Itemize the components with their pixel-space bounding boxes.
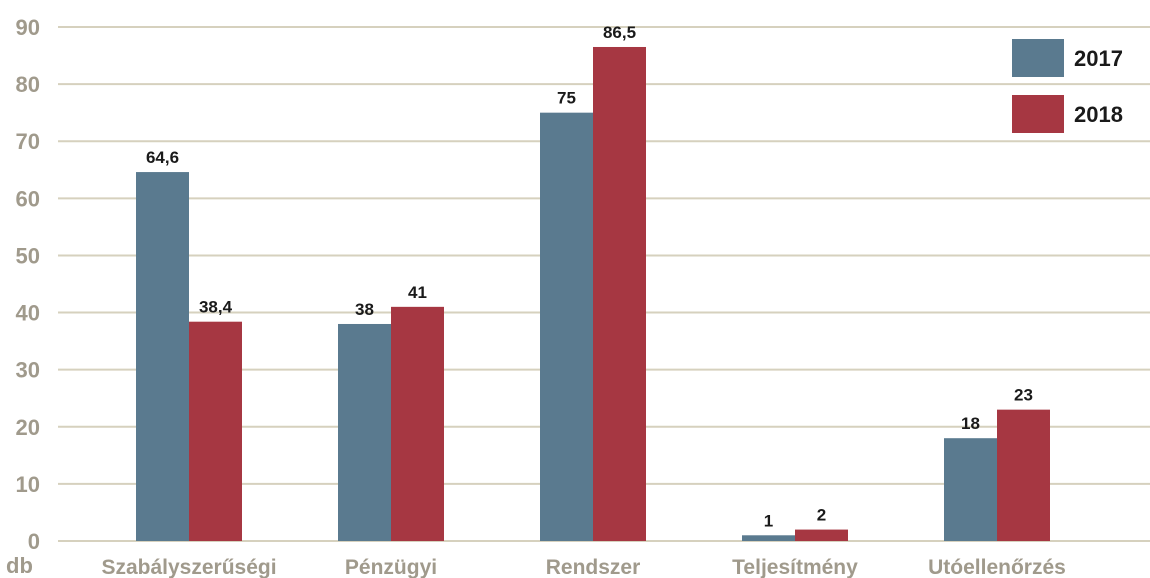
y-tick-label: 90 — [16, 15, 40, 40]
data-label: 2 — [817, 506, 826, 525]
bar-2017 — [338, 323, 391, 541]
y-axis-unit-label: db — [6, 553, 33, 578]
bar-2018 — [997, 409, 1050, 541]
bar-2017 — [136, 172, 189, 541]
data-label: 1 — [764, 511, 773, 530]
data-label: 18 — [961, 414, 980, 433]
bar-2017 — [944, 438, 997, 541]
data-label: 23 — [1014, 386, 1033, 405]
data-label: 38,4 — [199, 298, 233, 317]
y-tick-label: 0 — [28, 529, 40, 554]
legend-swatch-2018 — [1012, 95, 1064, 133]
bar-2017 — [742, 535, 795, 541]
y-tick-label: 10 — [16, 472, 40, 497]
data-label: 38 — [355, 300, 374, 319]
y-tick-label: 70 — [16, 129, 40, 154]
y-tick-label: 50 — [16, 243, 40, 268]
bar-2018 — [795, 529, 848, 541]
data-label: 41 — [408, 283, 427, 302]
bars: 64,6 38,4 38 41 75 86,5 1 2 18 23 — [136, 23, 1050, 542]
data-label: 86,5 — [603, 23, 636, 42]
y-tick-label: 60 — [16, 186, 40, 211]
x-category-label: Pénzügyi — [345, 556, 437, 578]
legend: 2017 2018 — [1012, 39, 1123, 133]
y-tick-label: 20 — [16, 415, 40, 440]
bar-2018 — [391, 306, 444, 541]
y-axis: 0 10 20 30 40 50 60 70 80 90 db — [6, 15, 40, 578]
y-tick-label: 30 — [16, 358, 40, 383]
bar-2017 — [540, 112, 593, 542]
bar-2018 — [189, 321, 242, 541]
legend-label: 2018 — [1074, 102, 1123, 127]
x-category-label: Rendszer — [546, 556, 641, 578]
legend-swatch-2017 — [1012, 39, 1064, 77]
legend-label: 2017 — [1074, 46, 1123, 71]
y-tick-label: 40 — [16, 301, 40, 326]
x-category-label: Utóellenőrzés — [928, 556, 1066, 578]
data-label: 64,6 — [146, 148, 179, 167]
x-category-label: Teljesítmény — [732, 556, 858, 578]
x-category-label: Szabályszerűségi — [101, 556, 276, 578]
bar-2018 — [593, 46, 646, 541]
x-axis: Szabályszerűségi Pénzügyi Rendszer Teljesít… — [101, 556, 1065, 578]
y-tick-label: 80 — [16, 72, 40, 97]
data-label: 75 — [557, 89, 576, 108]
